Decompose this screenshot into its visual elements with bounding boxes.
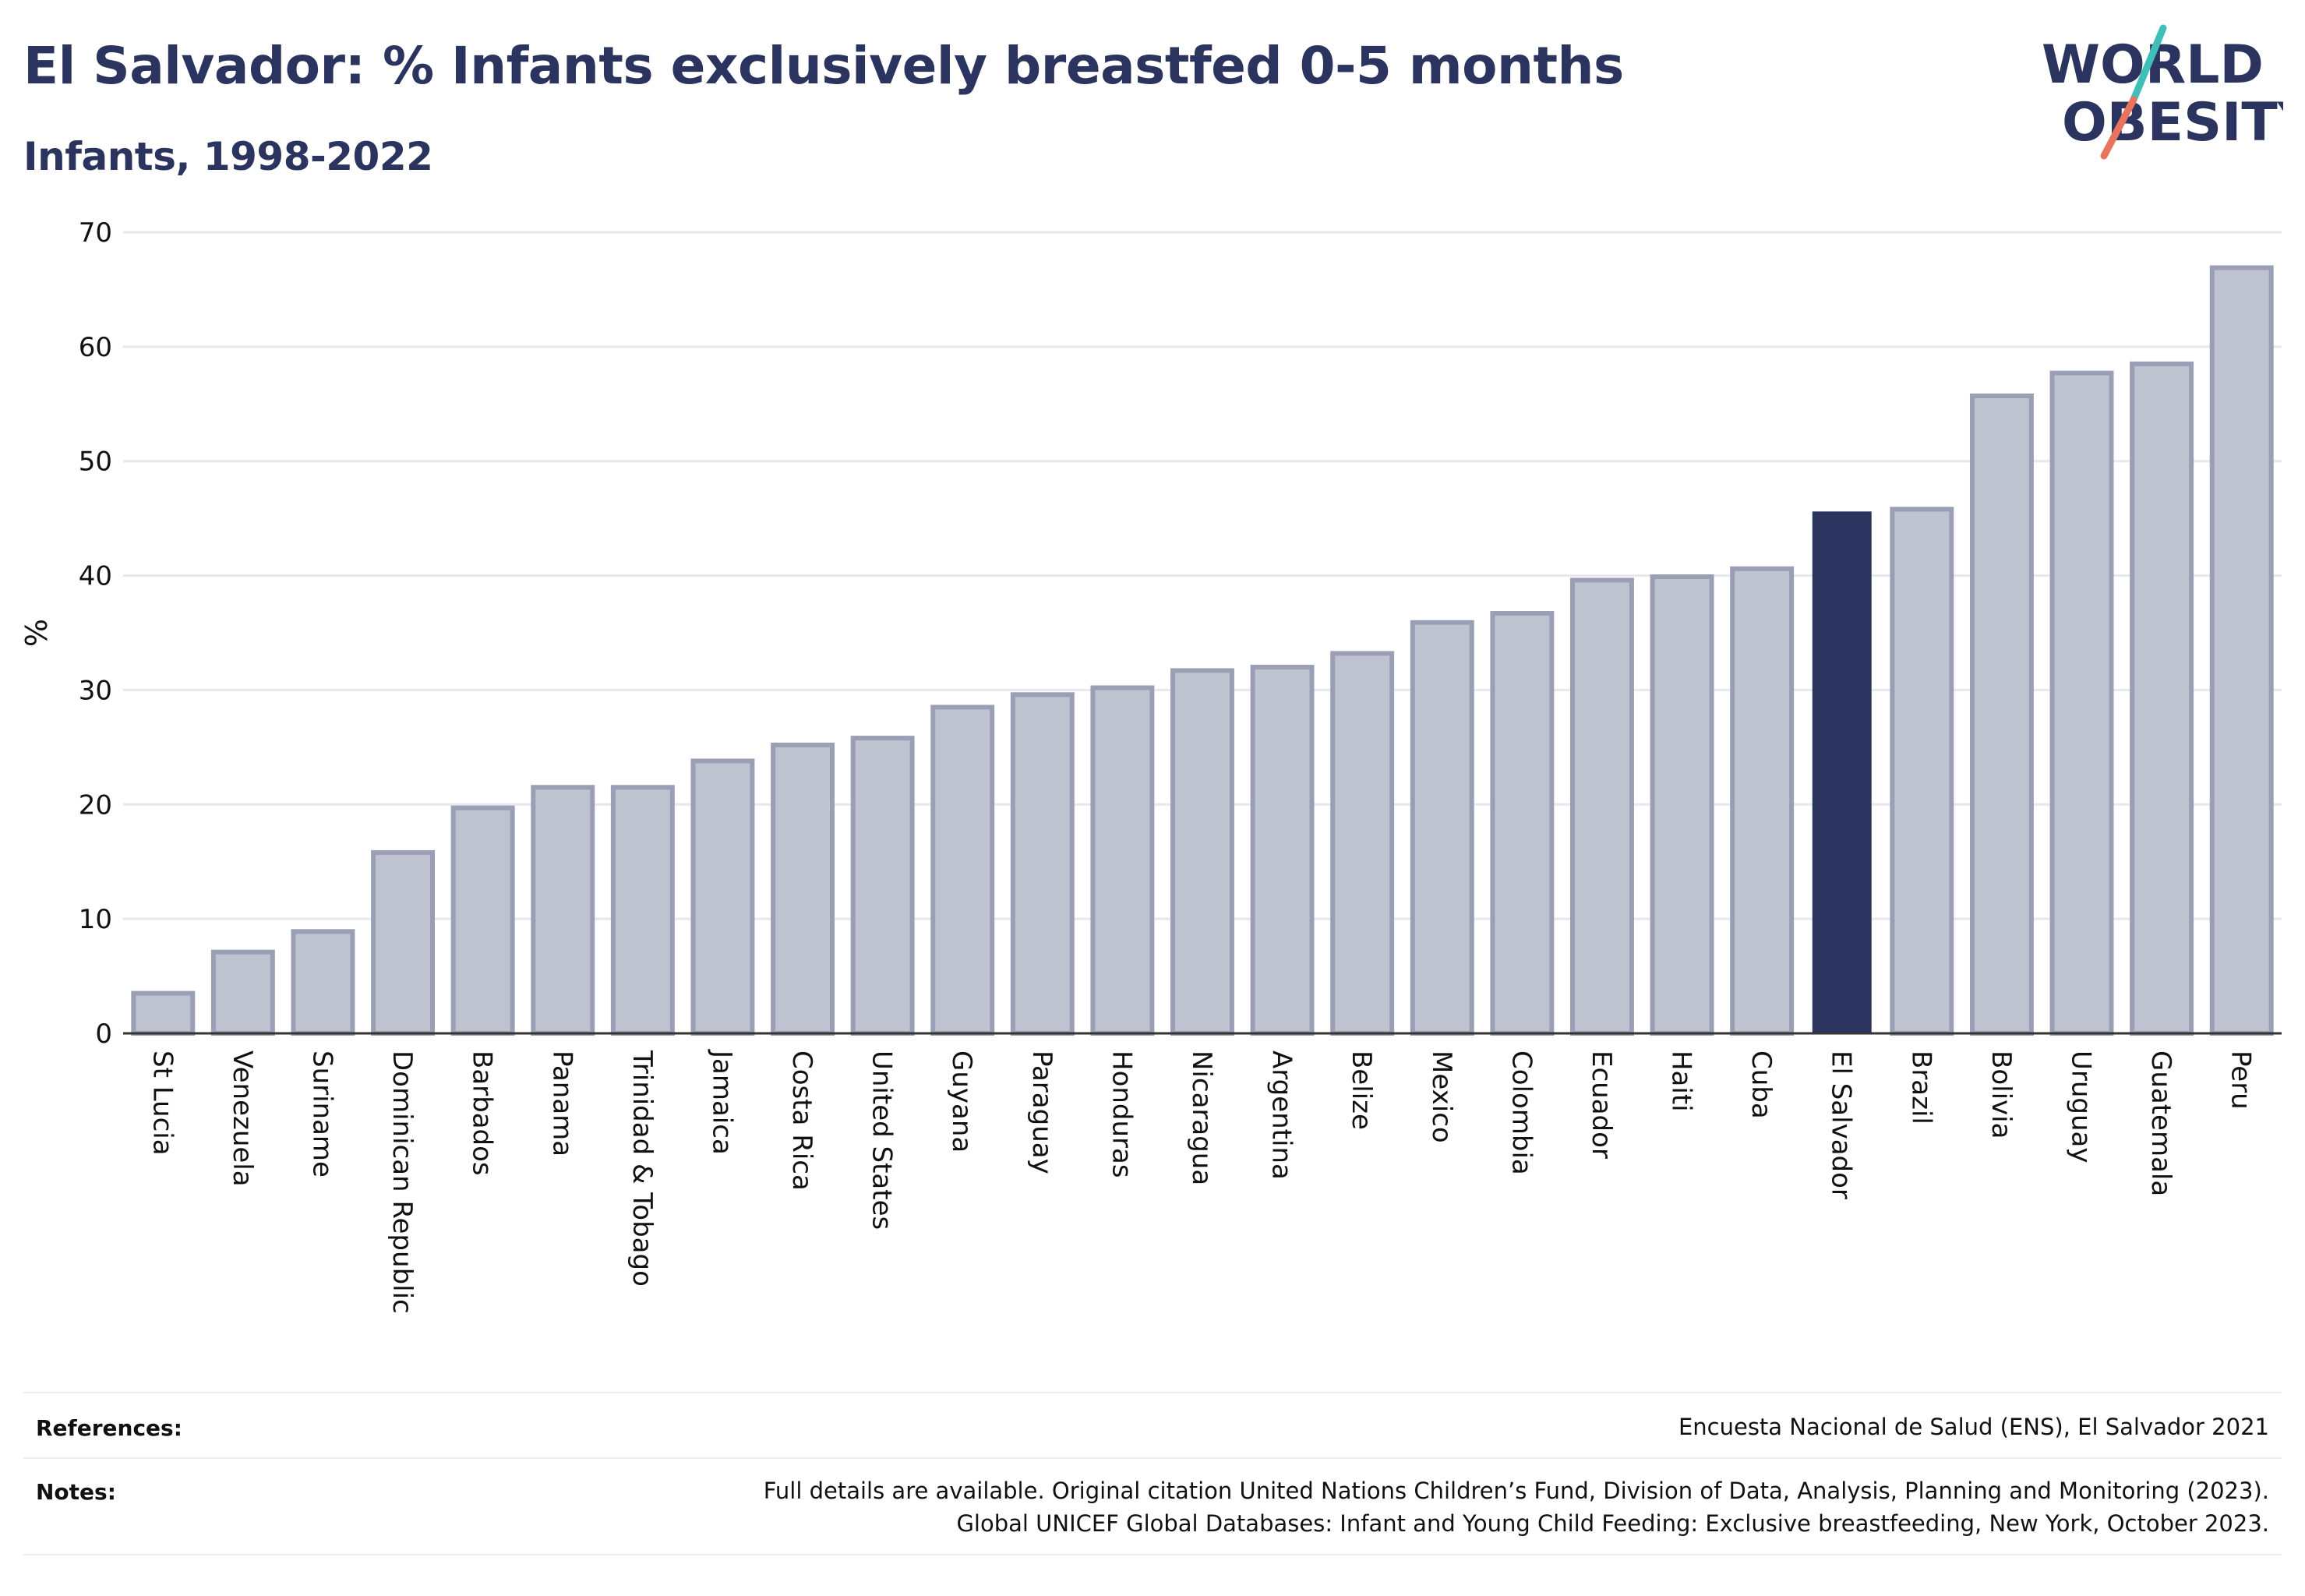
x-tick-labels: St Lucia Venezuela Suriname Dominican Repub… (146, 1049, 2256, 1314)
bar-cuba (1730, 566, 1795, 1036)
x-tick-label: Trinidad & Tobago (627, 1050, 658, 1287)
x-tick-label: Paraguay (1026, 1050, 1057, 1174)
chart-subtitle: Infants, 1998-2022 (23, 134, 433, 179)
x-tick-label: El Salvador (1826, 1050, 1857, 1199)
x-tick-label: Cuba (1746, 1050, 1777, 1119)
bar-jamaica (690, 758, 755, 1036)
bar-chart: 0 10 20 30 40 50 60 70 St Lucia Venezuela Surinam… (19, 217, 2282, 1314)
chart-title: El Salvador: % Infants exclusively breas… (23, 36, 1624, 96)
bar-nicaragua (1170, 668, 1234, 1036)
x-tick-label: Costa Rica (786, 1050, 817, 1191)
bar-ecuador (1570, 577, 1634, 1036)
x-tick-label: Ecuador (1586, 1050, 1617, 1159)
x-tick-label: Panama (546, 1050, 577, 1156)
x-tick-label: Belize (1346, 1050, 1377, 1130)
bar-guyana (930, 704, 995, 1036)
logo-word-obesity: OBESITY (2062, 92, 2283, 154)
references-text: Encuesta Nacional de Salud (ENS), El Sal… (1678, 1414, 2269, 1440)
footer-divider-middle (23, 1457, 2282, 1459)
notes-line-1: Full details are available. Original cit… (763, 1478, 2269, 1504)
footer-divider-top (23, 1392, 2282, 1393)
y-tick-label: 60 (79, 332, 112, 363)
logo-slash-bottom (2100, 96, 2137, 160)
bar-suriname (291, 929, 355, 1036)
y-tick-labels: 0 10 20 30 40 50 60 70 (79, 217, 112, 1050)
bar-argentina (1250, 665, 1315, 1036)
x-tick-label: Brazil (1905, 1050, 1936, 1125)
world-obesity-logo: WORLD OBESITY (2042, 24, 2283, 160)
x-tick-label: Mexico (1426, 1050, 1457, 1143)
x-tick-label: Argentina (1266, 1050, 1297, 1180)
bar-costa-rica (771, 742, 835, 1036)
bar-colombia (1490, 611, 1555, 1036)
bar-brazil (1890, 507, 1954, 1036)
x-tick-label: St Lucia (146, 1050, 178, 1156)
bar-panama (531, 785, 595, 1036)
bar-guatemala (2130, 361, 2194, 1036)
x-tick-label: Guyana (946, 1050, 977, 1153)
x-tick-label: Barbados (467, 1050, 498, 1176)
y-tick-label: 20 (79, 789, 112, 821)
bar-honduras (1090, 685, 1155, 1036)
bar-united-states (850, 736, 915, 1036)
x-tick-label: Colombia (1505, 1050, 1537, 1175)
bar-bolivia (1969, 394, 2034, 1036)
bar-belize (1330, 651, 1395, 1036)
y-tick-label: 10 (79, 904, 112, 935)
bar-paraguay (1010, 692, 1075, 1036)
logo-slash-top (2130, 24, 2167, 104)
x-tick-label: Peru (2226, 1050, 2257, 1110)
x-tick-label: Bolivia (1986, 1050, 2017, 1139)
y-tick-label: 0 (95, 1019, 112, 1050)
x-tick-label: Dominican Republic (387, 1050, 418, 1314)
bar-st-lucia (131, 990, 196, 1036)
y-tick-label: 30 (79, 675, 112, 706)
x-tick-label: Suriname (306, 1050, 337, 1178)
bar-venezuela (210, 949, 275, 1036)
bar-mexico (1410, 620, 1474, 1036)
x-tick-label: Venezuela (227, 1050, 258, 1187)
x-tick-label: Uruguay (2066, 1050, 2097, 1163)
x-tick-label: Haiti (1666, 1050, 1697, 1112)
bar-dominican-republic (371, 849, 436, 1036)
bar-el-salvador (1812, 511, 1872, 1033)
y-tick-label: 50 (79, 447, 112, 478)
notes-label: Notes: (36, 1479, 116, 1505)
x-tick-label: United States (867, 1050, 898, 1230)
bar-uruguay (2049, 370, 2114, 1036)
notes-text: Full details are available. Original cit… (764, 1474, 2269, 1540)
y-tick-label: 40 (79, 561, 112, 592)
bar-barbados (450, 805, 515, 1036)
bar-haiti (1650, 574, 1714, 1036)
bar-trinidad-tobago (610, 785, 675, 1036)
x-tick-label: Nicaragua (1186, 1050, 1217, 1185)
x-tick-label: Jamaica (706, 1049, 737, 1155)
bars (131, 265, 2274, 1036)
bar-peru (2209, 265, 2274, 1036)
notes-line-2: Global UNICEF Global Databases: Infant a… (956, 1510, 2269, 1537)
y-axis-title: % (19, 619, 54, 647)
references-label: References: (36, 1415, 182, 1441)
x-tick-label: Guatemala (2145, 1050, 2176, 1196)
y-tick-label: 70 (79, 217, 112, 249)
footer-divider-bottom (23, 1554, 2282, 1555)
x-tick-label: Honduras (1106, 1050, 1137, 1178)
